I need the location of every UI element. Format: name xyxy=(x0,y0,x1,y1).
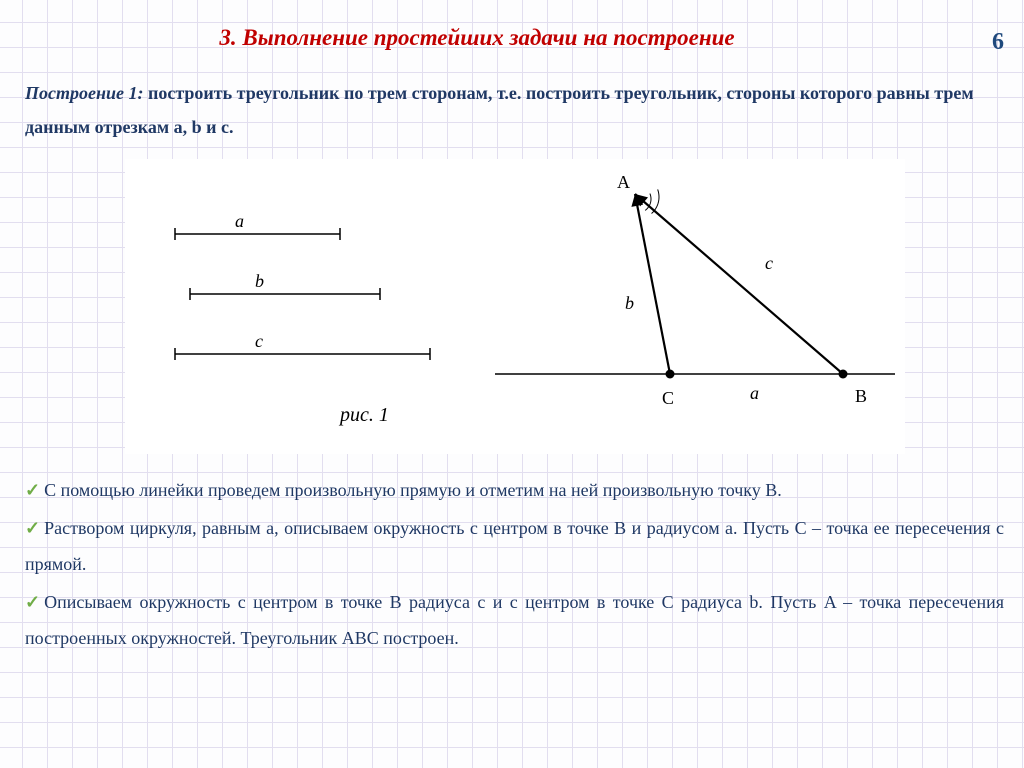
page-number: 6 xyxy=(964,29,1004,56)
page-title: 3. Выполнение простейших задачи на постр… xyxy=(25,25,949,51)
step-item: ✓С помощью линейки проведем произвольную… xyxy=(25,472,1004,508)
svg-text:рис. 1: рис. 1 xyxy=(338,404,389,426)
step-text: Раствором циркуля, равным a, описываем о… xyxy=(25,518,1004,574)
step-item: ✓Описываем окружность с центром в точке … xyxy=(25,584,1004,656)
header: 3. Выполнение простейших задачи на постр… xyxy=(25,25,1004,56)
step-text: С помощью линейки проведем произвольную … xyxy=(44,480,782,500)
svg-text:B: B xyxy=(855,386,867,406)
construction-diagram: a b c A B Ca b c рис. 1 xyxy=(125,159,905,454)
check-icon: ✓ xyxy=(25,584,40,620)
subtitle: Построение 1: построить треугольник по т… xyxy=(25,76,1004,144)
svg-text:c: c xyxy=(255,331,263,351)
svg-text:a: a xyxy=(750,383,759,403)
slide: 3. Выполнение простейших задачи на постр… xyxy=(0,0,1024,768)
step-item: ✓Раствором циркуля, равным a, описываем … xyxy=(25,510,1004,582)
check-icon: ✓ xyxy=(25,510,40,546)
figure-container: a b c A B Ca b c рис. 1 xyxy=(25,159,1004,454)
steps-list: ✓С помощью линейки проведем произвольную… xyxy=(25,472,1004,656)
subtitle-text: построить треугольник по трем сторонам, … xyxy=(25,83,974,137)
svg-text:c: c xyxy=(765,253,773,273)
svg-text:A: A xyxy=(617,172,630,192)
svg-text:b: b xyxy=(255,271,264,291)
svg-text:C: C xyxy=(662,388,674,408)
svg-text:a: a xyxy=(235,211,244,231)
svg-text:b: b xyxy=(625,293,634,313)
check-icon: ✓ xyxy=(25,472,40,508)
step-text: Описываем окружность с центром в точке B… xyxy=(25,592,1004,648)
subtitle-lead: Построение 1: xyxy=(25,83,143,103)
